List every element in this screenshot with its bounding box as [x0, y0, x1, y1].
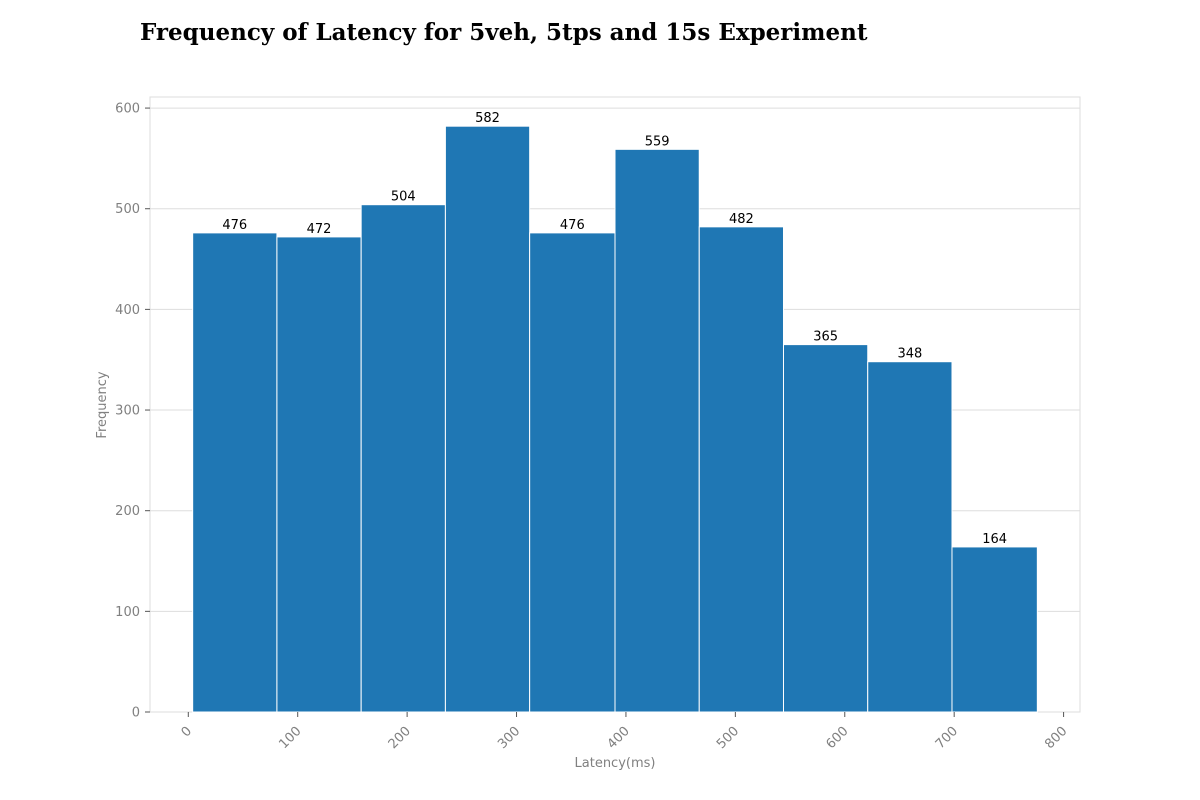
histogram-bar — [529, 232, 616, 713]
x-tick-label: 600 — [823, 724, 851, 752]
bar-value-label: 348 — [897, 347, 922, 362]
histogram-bar — [951, 546, 1038, 713]
bar-value-label: 472 — [307, 222, 332, 237]
chart-title: Frequency of Latency for 5veh, 5tps and … — [140, 19, 868, 46]
x-axis: 0 100 200 300 400 500 600 700 800 — [179, 712, 1070, 752]
bar-value-label: 582 — [475, 111, 500, 126]
bar-value-label: 504 — [391, 190, 416, 205]
histogram-bar — [360, 204, 446, 713]
histogram-bar — [782, 344, 869, 713]
y-tick-label: 400 — [115, 303, 140, 318]
y-tick-label: 200 — [115, 504, 140, 519]
x-tick-label: 100 — [276, 724, 304, 752]
bar-value-label: 164 — [982, 532, 1007, 547]
x-axis-label: Latency(ms) — [575, 756, 656, 771]
bar-value-label: 482 — [729, 212, 754, 227]
y-axis-label: Frequency — [95, 371, 110, 438]
histogram-bar — [276, 236, 362, 713]
y-tick-label: 300 — [115, 404, 140, 419]
bar-value-label: 476 — [222, 218, 247, 233]
y-axis: 0 100 200 300 400 500 600 — [115, 102, 150, 721]
x-tick-label: 700 — [933, 724, 961, 752]
y-tick-label: 100 — [115, 605, 140, 620]
y-tick-label: 0 — [132, 706, 140, 721]
y-tick-label: 600 — [115, 102, 140, 117]
bar-value-label: 476 — [560, 218, 585, 233]
histogram-bar — [192, 232, 278, 713]
x-tick-label: 400 — [605, 724, 633, 752]
bar-value-label: 365 — [813, 330, 838, 345]
histogram-bar — [444, 125, 531, 713]
x-tick-label: 200 — [386, 724, 414, 752]
bars — [192, 125, 1038, 713]
histogram-bar — [698, 226, 784, 713]
histogram-bar — [614, 148, 700, 713]
x-tick-label: 300 — [495, 724, 523, 752]
value-labels: 476 472 504 582 476 559 482 365 348 164 — [222, 111, 1007, 547]
y-tick-label: 500 — [115, 202, 140, 217]
x-tick-label: 500 — [714, 724, 742, 752]
x-tick-label: 800 — [1042, 724, 1070, 752]
x-tick-label: 0 — [179, 724, 195, 740]
bar-value-label: 559 — [645, 134, 670, 149]
histogram-bar — [867, 361, 953, 713]
